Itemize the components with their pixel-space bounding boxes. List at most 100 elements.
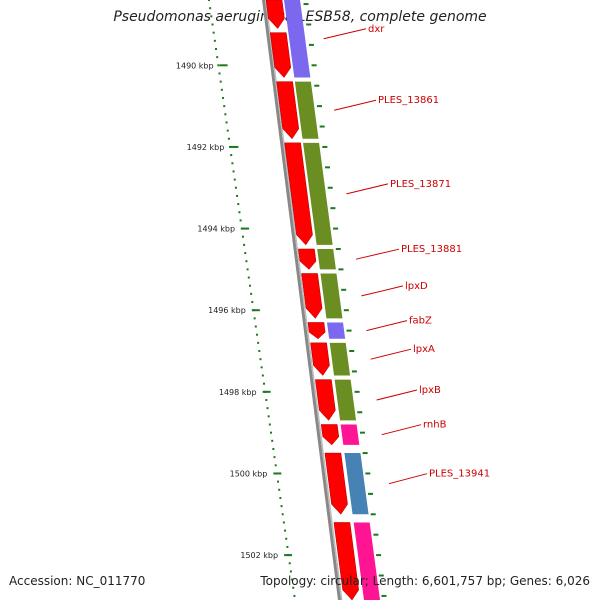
tick-dash <box>308 43 314 46</box>
forward-cds-arrow <box>320 424 340 446</box>
tick-dot <box>254 325 257 328</box>
gene-labels: dxr PLES_13861 PLES_13871 PLES_13881 lpxD fab… <box>323 24 490 485</box>
tick-dot <box>278 488 281 491</box>
major-tick <box>219 64 228 67</box>
tick-dash <box>341 288 347 291</box>
forward-cds-arrow <box>276 81 300 140</box>
tick-dot <box>238 211 241 214</box>
tick-dash <box>335 247 341 250</box>
gene-label: lpxD <box>405 281 428 292</box>
tick-dot <box>272 447 275 450</box>
tick-dot <box>266 407 269 410</box>
gene-leader-line <box>376 389 418 401</box>
tick-dash <box>354 390 360 393</box>
gene-leader-line <box>361 285 404 297</box>
tick-dash <box>338 268 344 271</box>
gene-block <box>344 453 369 515</box>
tick-dot <box>210 15 213 18</box>
tick-dot <box>241 235 244 238</box>
tick-dot <box>285 537 288 540</box>
gene-label: fabZ <box>409 316 432 327</box>
tick-dot <box>243 243 246 246</box>
tick-dash <box>378 574 384 577</box>
forward-cds-arrow <box>310 342 330 376</box>
tick-dash <box>376 554 382 557</box>
tick-dot <box>245 260 248 263</box>
gene-leader-line <box>346 183 389 195</box>
tick-dot <box>253 317 256 320</box>
tick-dot <box>220 88 223 91</box>
tick-dash <box>362 452 368 455</box>
gene-label: PLES_13941 <box>429 469 490 480</box>
tick-dash <box>370 513 376 516</box>
tick-dot <box>261 374 264 377</box>
gene-leader-line <box>334 99 377 111</box>
tick-dot <box>227 137 230 140</box>
tick-dot <box>274 464 277 467</box>
tick-dot <box>209 7 212 10</box>
tick-dot <box>217 64 220 67</box>
tick-dot <box>232 170 235 173</box>
tick-dot <box>230 154 233 157</box>
gene-leader-line <box>355 248 400 260</box>
tick-label: 1498 kbp <box>219 388 257 397</box>
forward-cds-arrow <box>324 452 348 515</box>
gene-leader-line <box>381 424 422 436</box>
tick-dot <box>268 423 271 426</box>
tick-dot <box>258 350 261 353</box>
gene-block <box>340 424 360 445</box>
tick-label: 1496 kbp <box>208 306 246 315</box>
tick-dot <box>270 431 273 434</box>
accession-text: Accession: NC_011770 <box>9 574 146 588</box>
tick-dot <box>216 56 219 59</box>
gene-block <box>334 379 357 421</box>
gene-label: lpxA <box>413 344 435 355</box>
gene-block <box>329 342 351 376</box>
forward-cds-arrow <box>265 0 285 29</box>
tick-label: 1492 kbp <box>187 143 225 152</box>
tick-dash <box>327 186 333 189</box>
tick-dot <box>211 23 214 26</box>
major-tick <box>251 309 260 312</box>
tick-dot <box>236 194 239 197</box>
tick-dash <box>325 166 331 169</box>
tick-dash <box>319 125 325 128</box>
tick-dot <box>215 47 218 50</box>
tick-dash <box>351 370 357 373</box>
gene-leader-line <box>366 320 408 332</box>
gene-block <box>284 0 311 78</box>
tick-dash <box>303 3 309 6</box>
tick-dot <box>224 113 227 116</box>
tick-dot <box>246 268 249 271</box>
gene-block <box>353 522 380 600</box>
tick-dash <box>381 594 387 597</box>
tick-dot <box>229 145 232 148</box>
tick-dot <box>255 333 258 336</box>
tick-dot <box>219 80 222 83</box>
tick-dot <box>251 301 254 304</box>
tick-dot <box>250 292 253 295</box>
forward-features <box>265 0 359 600</box>
tick-dash <box>306 23 312 26</box>
gene-block <box>303 142 333 245</box>
genome-stats-text: Topology: circular; Length: 6,601,757 bp… <box>260 574 590 588</box>
forward-cds-arrow <box>333 522 359 600</box>
gene-block <box>317 248 336 270</box>
tick-dot <box>286 545 289 548</box>
gene-label: rnhB <box>423 420 447 431</box>
gene-label: dxr <box>368 24 385 35</box>
tick-dot <box>223 105 226 108</box>
gene-block <box>320 273 343 319</box>
tick-dash <box>365 472 371 475</box>
tick-dot <box>282 521 285 524</box>
gene-block <box>294 81 319 139</box>
tick-dot <box>239 219 242 222</box>
tick-dash <box>359 431 365 434</box>
tick-dot <box>257 341 260 344</box>
tick-label: 1494 kbp <box>197 225 235 234</box>
gene-features <box>284 0 380 600</box>
major-tick <box>284 554 293 557</box>
forward-cds-arrow <box>315 379 336 421</box>
tick-dot <box>279 496 282 499</box>
tick-label: 1490 kbp <box>176 61 214 70</box>
